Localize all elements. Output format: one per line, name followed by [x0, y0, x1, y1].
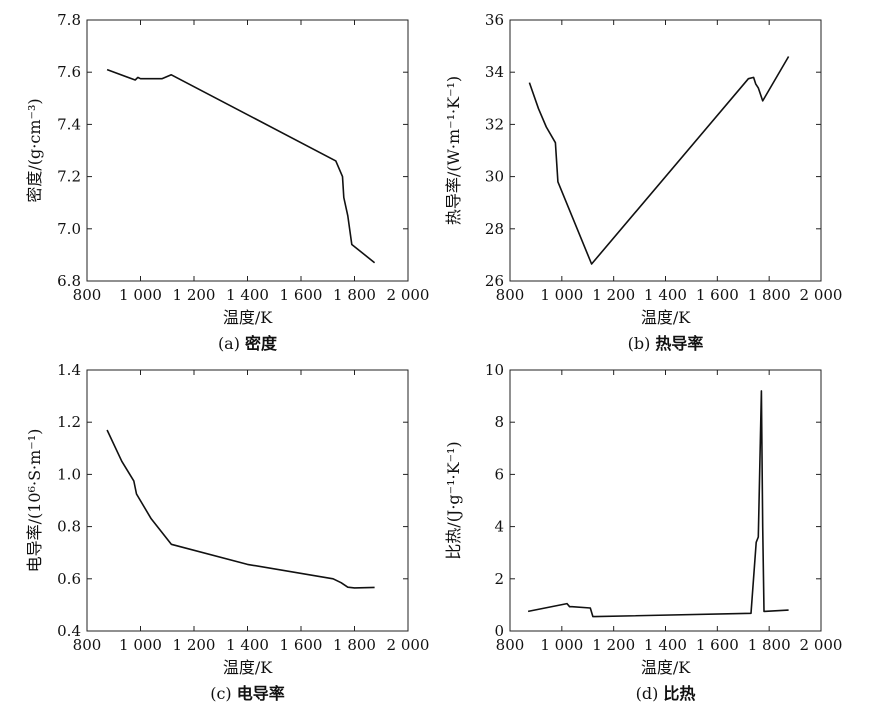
series-line	[106, 68, 376, 264]
y-tick-label: 0.8	[57, 518, 81, 536]
caption-title: 密度	[244, 334, 278, 353]
y-tick-label: 4	[494, 518, 504, 536]
x-axis-title: 温度/K	[641, 658, 691, 677]
panel-caption: (d) 比热	[636, 684, 696, 703]
x-tick-label: 1 400	[226, 286, 269, 304]
y-tick-label: 36	[485, 11, 504, 29]
x-tick-label: 1 600	[280, 636, 323, 654]
y-tick-label: 30	[485, 168, 504, 186]
series-line	[528, 56, 790, 265]
x-tick-label: 1 200	[173, 636, 216, 654]
x-tick-label: 800	[73, 286, 102, 304]
y-tick-label: 8	[494, 413, 504, 431]
y-tick-label: 7.2	[57, 168, 81, 186]
caption-letter: (b)	[628, 334, 656, 353]
x-tick-label: 1 200	[592, 636, 635, 654]
y-tick-label: 0.6	[57, 570, 81, 588]
x-tick-label: 1 400	[226, 636, 269, 654]
chart-electrical-conductivity: 800 1 000 1 200 1 400 1 600 1 800 2 000 0.4 0.6 0…	[25, 361, 429, 703]
chart-thermal-conductivity: 800 1 000 1 200 1 400 1 600 1 800 2 000 26 28 30 3…	[444, 11, 842, 353]
x-tick-label: 1 000	[540, 286, 583, 304]
series-line	[527, 390, 789, 618]
plot-frame	[509, 369, 822, 632]
x-tick-label: 2 000	[800, 636, 843, 654]
panel-caption: (b) 热导率	[628, 334, 704, 353]
y-tick-label: 6	[494, 465, 504, 483]
y-tick-label: 1.0	[57, 465, 81, 483]
caption-title: 电导率	[237, 684, 285, 703]
y-tick-label: 0.4	[57, 622, 81, 640]
panel-caption: (c) 电导率	[210, 684, 285, 703]
x-tick-label: 1 000	[119, 286, 162, 304]
y-tick-label: 28	[485, 220, 504, 238]
x-tick-label: 800	[73, 636, 102, 654]
caption-letter: (c)	[210, 684, 237, 703]
y-tick-label: 7.8	[57, 11, 81, 29]
series-line	[106, 429, 375, 589]
y-tick-label: 7.4	[57, 115, 81, 133]
plot-frame	[86, 369, 409, 632]
y-tick-label: 32	[485, 115, 504, 133]
x-tick-label: 1 400	[644, 286, 687, 304]
x-axis-title: 温度/K	[223, 658, 273, 677]
y-tick-label: 1.4	[57, 361, 81, 379]
x-axis-title: 温度/K	[641, 308, 691, 327]
y-axis-title: 比热/(J·g⁻¹·K⁻¹)	[444, 441, 463, 559]
x-axis-title: 温度/K	[223, 308, 273, 327]
x-tick-label: 1 600	[696, 286, 739, 304]
x-tick-label: 800	[496, 286, 525, 304]
y-tick-label: 34	[485, 63, 504, 81]
y-tick-label: 7.0	[57, 220, 81, 238]
y-tick-label: 0	[494, 622, 504, 640]
y-tick-label: 2	[494, 570, 504, 588]
x-tick-label: 1 800	[333, 636, 376, 654]
y-tick-label: 1.2	[57, 413, 81, 431]
chart-density: 800 1 000 1 200 1 400 1 600 1 800 2 000 6.8 7.0 7…	[25, 11, 429, 353]
x-tick-label: 1 000	[540, 636, 583, 654]
plot-frame	[86, 19, 409, 282]
x-tick-label: 1 800	[748, 286, 791, 304]
x-tick-label: 2 000	[387, 286, 430, 304]
x-tick-label: 1 600	[280, 286, 323, 304]
y-tick-label: 6.8	[57, 272, 81, 290]
panel-caption: (a) 密度	[218, 334, 278, 353]
x-tick-label: 1 400	[644, 636, 687, 654]
x-tick-label: 1 800	[748, 636, 791, 654]
x-tick-label: 1 000	[119, 636, 162, 654]
y-tick-label: 7.6	[57, 63, 81, 81]
caption-title: 热导率	[655, 334, 703, 353]
x-tick-label: 800	[496, 636, 525, 654]
y-axis-title: 电导率/(10⁶·S·m⁻¹)	[25, 429, 44, 573]
chart-specific-heat: 800 1 000 1 200 1 400 1 600 1 800 2 000 0 2 4 6 8 10…	[444, 361, 842, 703]
y-tick-label: 26	[485, 272, 504, 290]
x-tick-label: 1 800	[333, 286, 376, 304]
x-tick-label: 1 200	[592, 286, 635, 304]
y-axis-title: 密度/(g·cm⁻³)	[25, 98, 44, 202]
x-tick-label: 1 600	[696, 636, 739, 654]
y-axis-title: 热导率/(W·m⁻¹·K⁻¹)	[444, 76, 463, 225]
caption-letter: (a)	[218, 334, 245, 353]
x-tick-label: 1 200	[173, 286, 216, 304]
x-tick-label: 2 000	[800, 286, 843, 304]
caption-letter: (d)	[636, 684, 664, 703]
x-tick-label: 2 000	[387, 636, 430, 654]
y-tick-label: 10	[485, 361, 504, 379]
caption-title: 比热	[663, 684, 695, 703]
